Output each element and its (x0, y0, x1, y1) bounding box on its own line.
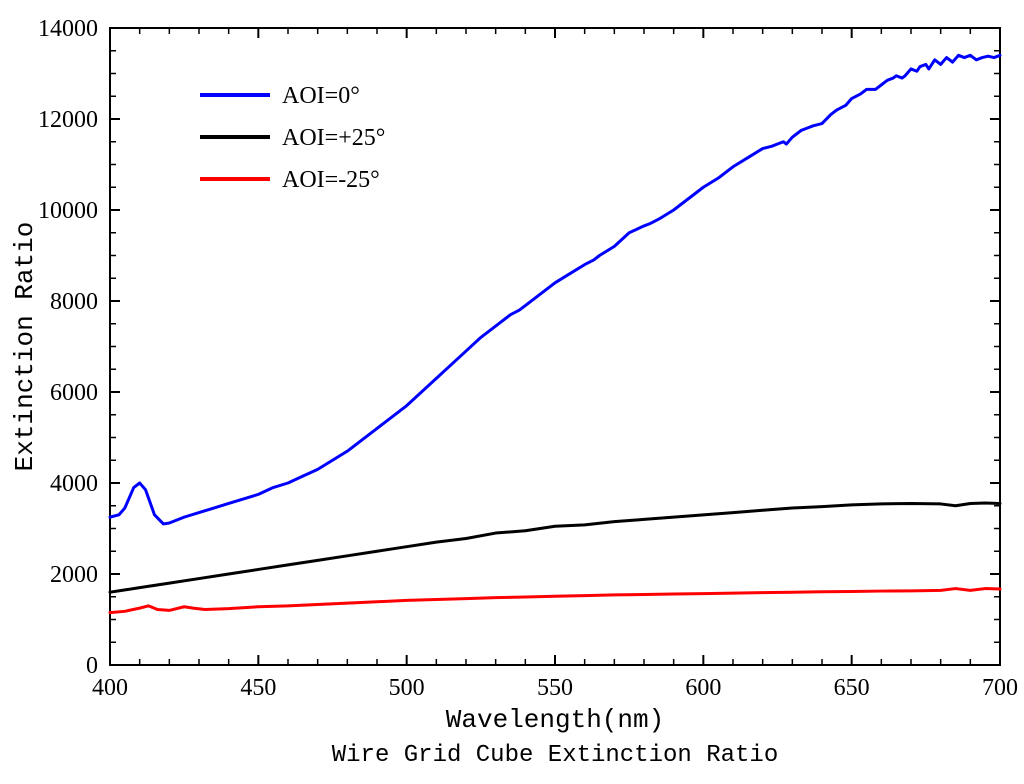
x-tick-label: 500 (389, 675, 425, 701)
y-tick-label: 10000 (38, 198, 98, 224)
y-tick-label: 6000 (50, 380, 98, 406)
x-tick-label: 450 (240, 675, 276, 701)
plot-frame (110, 28, 1000, 665)
legend-label: AOI=+25° (282, 125, 385, 151)
y-tick-label: 14000 (38, 16, 98, 42)
legend-label: AOI=0° (282, 83, 360, 109)
x-tick-label: 600 (685, 675, 721, 701)
y-axis-label: Extinction Ratio (10, 222, 40, 472)
x-axis-label: Wavelength(nm) (446, 705, 664, 735)
y-tick-label: 0 (86, 653, 98, 679)
series-line (110, 503, 1000, 592)
series-line (110, 589, 1000, 613)
y-tick-label: 8000 (50, 289, 98, 315)
series-line (110, 55, 1000, 524)
line-chart: 4004505005506006507000200040006000800010… (0, 0, 1024, 784)
x-tick-label: 550 (537, 675, 573, 701)
y-tick-label: 12000 (38, 107, 98, 133)
chart-container: 4004505005506006507000200040006000800010… (0, 0, 1024, 784)
chart-caption: Wire Grid Cube Extinction Ratio (332, 742, 778, 769)
x-tick-label: 700 (982, 675, 1018, 701)
x-tick-label: 650 (834, 675, 870, 701)
legend-label: AOI=-25° (282, 167, 380, 193)
y-tick-label: 4000 (50, 471, 98, 497)
y-tick-label: 2000 (50, 562, 98, 588)
